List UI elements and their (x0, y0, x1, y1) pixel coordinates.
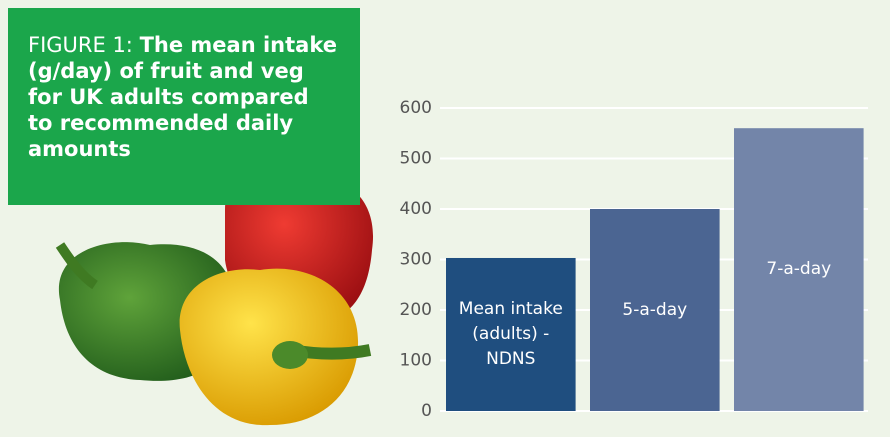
category-label: 7-a-day (766, 259, 832, 280)
bar (446, 257, 576, 411)
bar-label-box: 7-a-day (766, 259, 832, 280)
bar (734, 128, 864, 411)
y-tick-label: 600 (400, 98, 432, 118)
y-tick-label: 200 (400, 300, 432, 320)
category-label: 5-a-day (622, 299, 688, 320)
y-tick-label: 300 (400, 250, 432, 270)
bar-label-box: 5-a-day (622, 299, 688, 320)
y-tick-label: 400 (400, 199, 432, 219)
category-label: Mean intake (adults) - NDNS (458, 298, 563, 369)
title-box: FIGURE 1: The mean intake (g/day) of fru… (8, 8, 360, 205)
y-tick-label: 500 (400, 149, 432, 169)
bar (590, 209, 720, 411)
y-tick-label: 0 (421, 401, 432, 421)
chart-title: The mean intake (g/day) of fruit and veg… (28, 33, 337, 161)
bar-label-box: Mean intake (adults) - NDNS (458, 298, 563, 369)
figure-label: FIGURE 1: (28, 33, 133, 57)
y-tick-label: 100 (400, 351, 432, 371)
